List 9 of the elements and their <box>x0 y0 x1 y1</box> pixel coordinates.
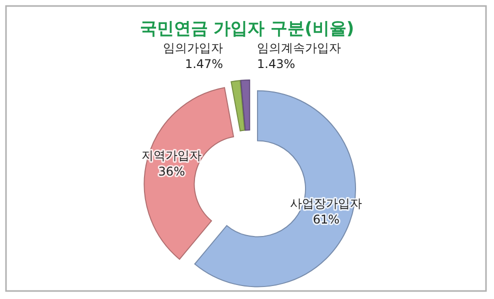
data-label: 1.43% <box>257 57 296 71</box>
slice-label: 임의가입자 <box>163 41 224 55</box>
slice-label: 사업장가입자 <box>290 196 362 211</box>
data-label: 61% <box>312 212 340 227</box>
slice-label: 지역가입자 <box>142 148 202 162</box>
chart-title: 국민연금 가입자 구분(비율) <box>140 19 354 39</box>
slice-label: 임의계속가입자 <box>257 41 342 55</box>
data-label: 1.47% <box>184 57 224 71</box>
data-label: 36% <box>158 164 185 178</box>
